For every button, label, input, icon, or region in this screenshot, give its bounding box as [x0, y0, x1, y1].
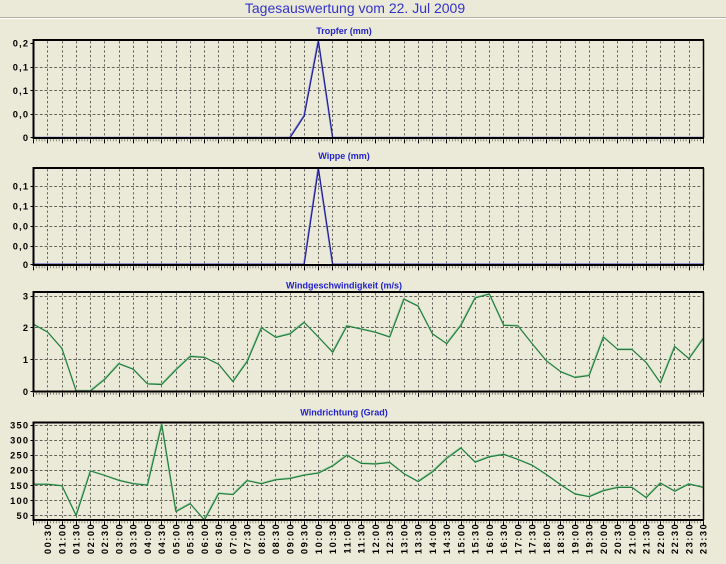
svg-text:16:30: 16:30 — [499, 523, 509, 554]
svg-text:02:30: 02:30 — [100, 523, 110, 554]
svg-text:15:30: 15:30 — [471, 523, 481, 554]
svg-text:07:00: 07:00 — [228, 523, 238, 554]
svg-text:09:30: 09:30 — [300, 523, 310, 554]
svg-text:21:00: 21:00 — [627, 523, 637, 554]
svg-text:23:30: 23:30 — [699, 523, 709, 554]
svg-text:0,0: 0,0 — [13, 110, 30, 120]
svg-text:1: 1 — [23, 355, 29, 365]
svg-text:19:30: 19:30 — [585, 523, 595, 554]
svg-text:21:30: 21:30 — [642, 523, 652, 554]
svg-text:0: 0 — [23, 260, 29, 270]
svg-text:08:00: 08:00 — [257, 523, 267, 554]
svg-text:Wippe (mm): Wippe (mm) — [318, 151, 369, 161]
svg-text:150: 150 — [10, 481, 29, 491]
svg-text:06:30: 06:30 — [214, 523, 224, 554]
svg-text:06:00: 06:00 — [200, 523, 210, 554]
svg-text:250: 250 — [10, 451, 29, 461]
svg-text:20:30: 20:30 — [613, 523, 623, 554]
svg-text:07:30: 07:30 — [243, 523, 253, 554]
svg-text:02:00: 02:00 — [86, 523, 96, 554]
svg-text:16:00: 16:00 — [485, 523, 495, 554]
svg-text:300: 300 — [10, 435, 29, 445]
svg-text:15:00: 15:00 — [456, 523, 466, 554]
svg-text:0,0: 0,0 — [13, 221, 30, 231]
svg-text:17:30: 17:30 — [528, 523, 538, 554]
svg-text:03:00: 03:00 — [114, 523, 124, 554]
svg-text:11:00: 11:00 — [342, 523, 352, 554]
svg-text:0,1: 0,1 — [13, 86, 30, 96]
svg-text:19:00: 19:00 — [570, 523, 580, 554]
svg-text:14:30: 14:30 — [442, 523, 452, 554]
svg-text:17:00: 17:00 — [513, 523, 523, 554]
svg-text:100: 100 — [10, 496, 29, 506]
svg-text:09:00: 09:00 — [285, 523, 295, 554]
svg-text:22:30: 22:30 — [670, 523, 680, 554]
svg-text:03:30: 03:30 — [129, 523, 139, 554]
svg-text:08:30: 08:30 — [271, 523, 281, 554]
svg-text:3: 3 — [23, 291, 29, 301]
svg-text:0,0: 0,0 — [13, 241, 30, 251]
svg-text:00:30: 00:30 — [43, 523, 53, 554]
svg-text:13:00: 13:00 — [399, 523, 409, 554]
svg-text:01:00: 01:00 — [57, 523, 67, 554]
svg-text:18:30: 18:30 — [556, 523, 566, 554]
svg-text:Windrichtung (Grad): Windrichtung (Grad) — [300, 408, 387, 418]
svg-text:Windgeschwindigkeit (m/s): Windgeschwindigkeit (m/s) — [286, 280, 402, 290]
svg-text:05:30: 05:30 — [186, 523, 196, 554]
svg-text:14:00: 14:00 — [428, 523, 438, 554]
svg-text:01:30: 01:30 — [72, 523, 82, 554]
svg-text:20:00: 20:00 — [599, 523, 609, 554]
svg-text:350: 350 — [10, 420, 29, 430]
svg-text:10:00: 10:00 — [314, 523, 324, 554]
svg-text:18:00: 18:00 — [542, 523, 552, 554]
svg-text:0,2: 0,2 — [13, 39, 30, 49]
svg-text:0,1: 0,1 — [13, 201, 30, 211]
svg-text:23:00: 23:00 — [684, 523, 694, 554]
svg-text:04:00: 04:00 — [143, 523, 153, 554]
svg-text:0: 0 — [23, 133, 29, 143]
svg-text:0,1: 0,1 — [13, 181, 30, 191]
svg-text:13:30: 13:30 — [414, 523, 424, 554]
svg-text:05:00: 05:00 — [171, 523, 181, 554]
svg-text:Tropfer (mm): Tropfer (mm) — [316, 26, 372, 36]
svg-text:2: 2 — [23, 323, 29, 333]
svg-text:22:00: 22:00 — [656, 523, 666, 554]
svg-text:11:30: 11:30 — [357, 523, 367, 554]
svg-text:10:30: 10:30 — [328, 523, 338, 554]
svg-text:50: 50 — [17, 511, 30, 521]
svg-text:12:00: 12:00 — [371, 523, 381, 554]
svg-text:0: 0 — [23, 387, 29, 397]
svg-text:0,1: 0,1 — [13, 62, 30, 72]
svg-text:Tagesauswertung vom 22. Jul 20: Tagesauswertung vom 22. Jul 2009 — [245, 0, 465, 16]
svg-text:200: 200 — [10, 466, 29, 476]
svg-text:12:30: 12:30 — [385, 523, 395, 554]
svg-text:04:30: 04:30 — [157, 523, 167, 554]
